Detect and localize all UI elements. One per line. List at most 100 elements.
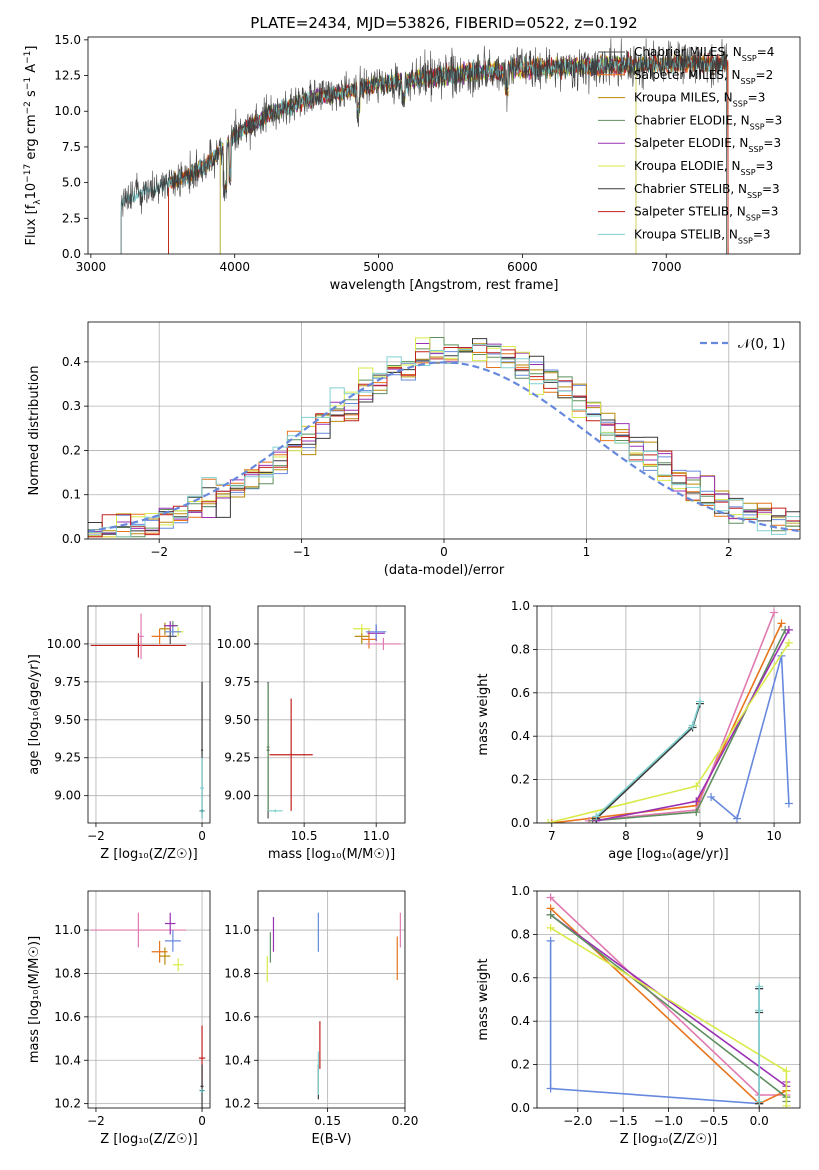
y-tick-label: 0.0 — [62, 247, 81, 261]
panels: 3000 4000 5000 6000 70000.02.55.07.510.012.5… — [23, 33, 801, 1147]
x-tick-label: −0.5 — [699, 1114, 728, 1128]
x-tick-label: −2 — [87, 1114, 105, 1128]
y-tick-label: 10.0 — [54, 104, 81, 118]
x-axis-label: (data-model)/error — [384, 563, 505, 578]
weight-marker — [755, 1006, 764, 1015]
y-axis-label: mass [log₁₀(M/M☉)] — [27, 936, 42, 1063]
x-tick-label: −1.0 — [654, 1114, 683, 1128]
y-tick-label: 0.0 — [511, 1101, 530, 1115]
legend-entry: Salpeter MILES, NSSP=2 — [634, 68, 773, 86]
weight-marker — [755, 1097, 764, 1106]
y-label-part: Flux [f — [24, 204, 39, 245]
legend-sub: SSP — [742, 54, 757, 63]
y-tick-label: 10.2 — [54, 1097, 81, 1111]
x-tick-label: 0 — [198, 829, 206, 843]
x-tick-label: −1.5 — [609, 1114, 638, 1128]
legend-sub: SSP — [738, 236, 753, 245]
y-tick-label: 0.4 — [62, 355, 81, 369]
weight-line — [710, 655, 790, 821]
weight-marker — [692, 797, 701, 806]
y-tick-label: 11.0 — [54, 923, 81, 937]
normal-curve — [88, 361, 800, 533]
y-label-part: 10 — [24, 183, 39, 200]
y-tick-label: 0.8 — [511, 642, 530, 656]
y-tick-label: 0.1 — [62, 488, 81, 502]
y-tick-label: 10.8 — [54, 966, 81, 980]
weight-marker — [592, 812, 601, 821]
y-label-part: s — [24, 90, 39, 101]
y-label-part: −17 — [23, 164, 33, 183]
spectrum-line — [120, 38, 727, 254]
x-tick-label: 10.5 — [291, 829, 318, 843]
legend-name: Chabrier MILES, N — [634, 45, 742, 59]
legend-name: Kroupa STELIB, N — [634, 227, 738, 241]
x-tick-label: 0.15 — [314, 1114, 341, 1128]
y-tick-label: 0.0 — [62, 532, 81, 546]
x-axis-label: wavelength [Angstrom, rest frame] — [330, 278, 559, 293]
y-label-part: −2 — [23, 101, 33, 114]
weight-marker — [782, 1101, 791, 1108]
legend-count: =3 — [763, 136, 781, 150]
y-tick-label: 10.6 — [224, 1010, 251, 1024]
plot-area — [88, 891, 210, 1108]
weight-marker — [688, 721, 697, 730]
legend-sub: SSP — [741, 76, 756, 85]
legend-name: Salpeter MILES, N — [634, 68, 741, 82]
y-label-part: −1 — [23, 51, 33, 64]
legend-count: =4 — [757, 45, 775, 59]
y-axis-label: mass weight — [476, 673, 491, 755]
legend-name: Salpeter STELIB, N — [634, 205, 746, 219]
legend-entry: Chabrier MILES, NSSP=4 — [634, 45, 774, 63]
weight-marker — [782, 1067, 791, 1076]
y-tick-label: 11.0 — [224, 923, 251, 937]
legend-count: =3 — [753, 227, 771, 241]
weight-marker — [784, 625, 793, 634]
axes-frame — [87, 605, 211, 824]
legend-entry: Salpeter STELIB, NSSP=3 — [634, 205, 778, 223]
y-tick-label: 0.3 — [62, 399, 81, 413]
legend-count: =3 — [761, 205, 779, 219]
legend-name: Kroupa MILES, N — [634, 91, 733, 105]
y-tick-label: 9.00 — [54, 789, 81, 803]
legend-sub: SSP — [741, 168, 756, 177]
weight-marker — [695, 697, 704, 706]
x-tick-label: 6000 — [507, 260, 538, 274]
weight-marker — [755, 982, 764, 991]
x-tick-label: 0 — [198, 1114, 206, 1128]
legend-entry: Chabrier ELODIE, NSSP=3 — [634, 113, 782, 130]
plot-area — [537, 606, 800, 823]
x-axis-label: E(B-V) — [311, 1132, 351, 1147]
panel-age-vs-Z: −2 0 9.00 9.25 9.50 9.75 10.00 Z [log₁₀(Z/Z☉)] a… — [27, 605, 211, 862]
x-axis-label: age [log₁₀(age/yr)] — [608, 847, 729, 862]
y-tick-label: 9.75 — [224, 675, 251, 689]
y-tick-label: 0.0 — [511, 816, 530, 830]
x-tick-label: −1 — [293, 545, 311, 559]
plot-area — [537, 891, 800, 1108]
panel-weight-vs-Z: −2.0 −1.5 −1.0 −0.5 0.0 0.0 0.2 0.4 0.6 0.8 1.0 Z [… — [476, 884, 801, 1147]
axes-frame — [536, 605, 801, 824]
y-tick-label: 9.50 — [224, 713, 251, 727]
legend-entry: Kroupa MILES, NSSP=3 — [634, 91, 765, 109]
y-tick-label: 10.8 — [224, 966, 251, 980]
panel-age-vs-mass: 10.5 11.0 9.00 9.25 9.50 9.75 10.00 mass [log₁₀… — [217, 605, 406, 862]
axes-frame — [87, 321, 801, 540]
x-tick-label: 1 — [583, 545, 591, 559]
axes-frame — [87, 890, 211, 1109]
x-tick-label: 10 — [766, 829, 781, 843]
x-tick-label: 8 — [622, 829, 630, 843]
weight-marker — [546, 936, 555, 945]
legend-count: =3 — [765, 113, 783, 127]
y-tick-label: 9.00 — [224, 789, 251, 803]
panel-weight-vs-age: 7 8 9 10 0.0 0.2 0.4 0.6 0.8 1.0 age [log₁₀(age/yr… — [476, 599, 801, 862]
y-tick-label: 0.2 — [511, 773, 530, 787]
x-tick-label: 0.20 — [392, 1114, 419, 1128]
weight-marker — [784, 799, 793, 808]
weight-marker — [692, 782, 701, 791]
x-tick-label: −2 — [87, 829, 105, 843]
figure-title: PLATE=2434, MJD=53826, FIBERID=0522, z=0… — [250, 14, 637, 32]
x-tick-label: 3000 — [76, 260, 107, 274]
legend-count: =2 — [756, 68, 774, 82]
weight-marker — [546, 910, 555, 919]
x-tick-label: −2 — [150, 545, 168, 559]
